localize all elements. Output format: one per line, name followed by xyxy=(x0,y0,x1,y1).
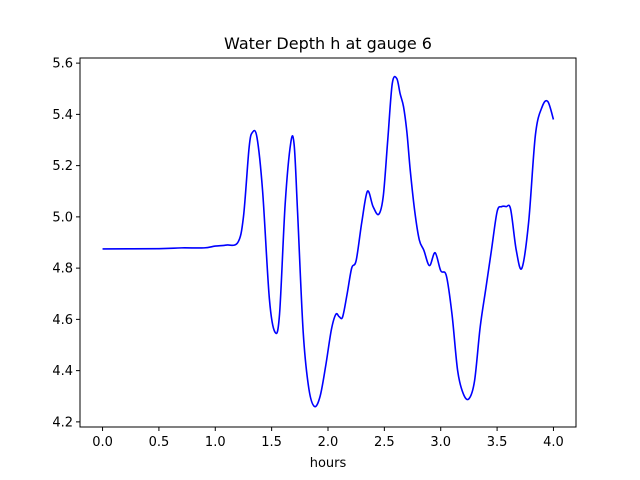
x-tick-label: 3.0 xyxy=(430,435,451,450)
x-tick-label: 3.5 xyxy=(487,435,508,450)
series-line xyxy=(102,75,555,408)
x-axis-label: hours xyxy=(310,456,347,471)
y-tick-label: 5.4 xyxy=(52,108,73,123)
x-tick-label: 0.0 xyxy=(92,435,113,450)
x-tick-label: 2.0 xyxy=(318,435,339,450)
x-tick-label: 0.5 xyxy=(149,435,170,450)
y-tick-label: 5.6 xyxy=(52,57,73,72)
x-tick-label: 4.0 xyxy=(543,435,564,450)
y-tick-label: 4.8 xyxy=(52,262,73,277)
x-tick-label: 1.0 xyxy=(205,435,226,450)
plot-frame xyxy=(79,57,577,428)
y-tick-label: 5.2 xyxy=(52,159,73,174)
y-tick-label: 4.6 xyxy=(52,313,73,328)
x-tick-label: 2.5 xyxy=(374,435,395,450)
plot-area xyxy=(102,75,555,408)
y-tick-label: 5.0 xyxy=(52,210,73,225)
y-tick-label: 4.2 xyxy=(52,415,73,430)
x-tick-label: 1.5 xyxy=(261,435,282,450)
axis-ticks: 0.0 0.5 1.0 1.5 2.0 2.5 3.0 3.5 4.0 4.2 4.4 4.6 4.8 5… xyxy=(52,57,563,450)
chart-title: Water Depth h at gauge 6 xyxy=(224,34,432,53)
y-tick-label: 4.4 xyxy=(52,364,73,379)
